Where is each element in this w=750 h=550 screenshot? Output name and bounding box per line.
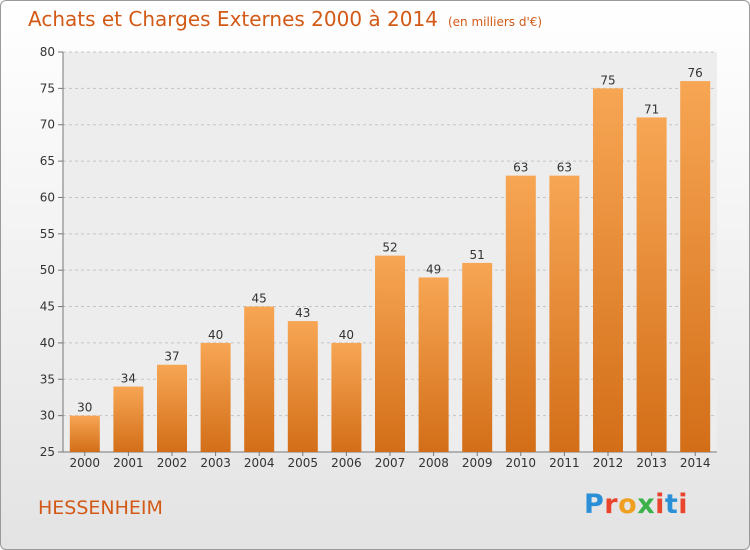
logo-letter: i — [678, 489, 689, 520]
y-tick-label: 50 — [40, 263, 55, 277]
x-tick-label: 2011 — [549, 456, 580, 470]
x-tick-label: 2001 — [113, 456, 144, 470]
x-tick-label: 2002 — [157, 456, 188, 470]
x-tick-label: 2007 — [375, 456, 406, 470]
x-tick-label: 2003 — [200, 456, 231, 470]
bar-value-label: 63 — [513, 161, 528, 175]
x-tick-label: 2013 — [636, 456, 667, 470]
y-tick-label: 80 — [40, 45, 55, 59]
y-tick-label: 60 — [40, 190, 55, 204]
x-tick-label: 2006 — [331, 456, 362, 470]
bar — [593, 88, 623, 452]
logo-letter: i — [655, 489, 665, 520]
x-tick-label: 2000 — [70, 456, 101, 470]
y-tick-label: 70 — [40, 118, 55, 132]
logo-letter: r — [604, 489, 619, 520]
bar-value-label: 40 — [208, 328, 223, 342]
bar — [505, 175, 536, 453]
bar — [331, 342, 362, 452]
bar-value-label: 71 — [644, 102, 659, 116]
bar-value-label: 52 — [382, 241, 397, 255]
bar — [418, 277, 449, 452]
x-tick-label: 2005 — [288, 456, 319, 470]
bar — [200, 342, 231, 452]
bar-value-label: 40 — [339, 328, 354, 342]
bar — [680, 81, 711, 452]
logo-letter: x — [637, 489, 656, 520]
bar — [375, 255, 405, 452]
logo-letter: o — [618, 489, 638, 520]
proxiti-logo: Proxiti — [584, 489, 688, 520]
y-tick-label: 25 — [40, 445, 55, 459]
bar — [244, 306, 275, 452]
bar-value-label: 76 — [688, 66, 703, 80]
x-tick-label: 2004 — [244, 456, 275, 470]
logo-letter: t — [664, 489, 679, 520]
city-label: HESSENHEIM — [38, 497, 163, 519]
bar — [69, 415, 100, 452]
bar-value-label: 51 — [470, 248, 485, 262]
y-tick-label: 55 — [40, 227, 55, 241]
logo-letter: P — [584, 489, 605, 520]
x-tick-label: 2009 — [462, 456, 493, 470]
bar-value-label: 30 — [77, 401, 92, 415]
chart-title-text: Achats et Charges Externes 2000 à 2014 — [28, 7, 438, 31]
y-tick-label: 40 — [40, 336, 55, 350]
x-tick-label: 2008 — [418, 456, 449, 470]
bar — [113, 386, 144, 452]
bar — [462, 262, 493, 452]
bar — [549, 175, 580, 453]
bar-value-label: 37 — [164, 350, 179, 364]
bar-value-label: 75 — [600, 73, 615, 87]
bar — [157, 364, 187, 452]
y-tick-label: 30 — [40, 409, 55, 423]
x-tick-label: 2010 — [506, 456, 537, 470]
chart-title: Achats et Charges Externes 2000 à 2014 (e… — [28, 7, 542, 31]
chart-subtitle: (en milliers d'€) — [447, 15, 543, 29]
x-tick-label: 2012 — [593, 456, 624, 470]
bar — [636, 117, 667, 453]
y-tick-label: 45 — [40, 300, 55, 314]
bar-value-label: 63 — [557, 161, 572, 175]
bar-value-label: 45 — [252, 292, 267, 306]
x-tick-label: 2014 — [680, 456, 711, 470]
bar-value-label: 34 — [121, 372, 136, 386]
y-tick-label: 75 — [40, 81, 55, 95]
bar-value-label: 43 — [295, 306, 310, 320]
bar-value-label: 49 — [426, 262, 441, 276]
bar — [287, 321, 318, 452]
y-tick-label: 35 — [40, 372, 55, 386]
y-tick-label: 65 — [40, 154, 55, 168]
